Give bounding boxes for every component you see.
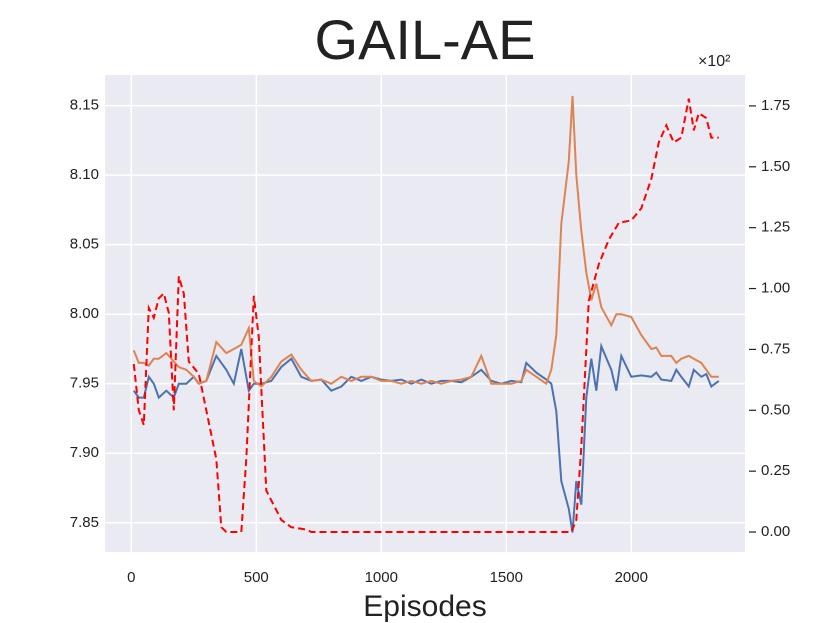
series-line [132, 95, 719, 388]
y2-tick-label: 1.50 [761, 158, 790, 175]
y2-tick-label: 1.00 [761, 280, 790, 297]
y-tick-label: 7.85 [70, 514, 99, 531]
y-tick-label: 8.15 [70, 97, 99, 114]
y2-tick-label: 0.50 [761, 401, 790, 418]
y-tick-label: 8.00 [70, 305, 99, 322]
y-tick-label: 8.10 [70, 166, 99, 183]
x-tick-label: 500 [244, 569, 269, 586]
x-tick-label: 1000 [365, 569, 398, 586]
y2-tick-label: 0.00 [761, 523, 790, 540]
y2-tick-label: 1.25 [761, 219, 790, 236]
y2-tick-label: 0.75 [761, 340, 790, 357]
y-tick-label: 7.95 [70, 375, 99, 392]
y-tick-label: 7.90 [70, 444, 99, 461]
series-line [132, 98, 719, 533]
x-tick-label: 2000 [615, 569, 648, 586]
y-tick-label: 8.05 [70, 236, 99, 253]
x-tick-label: 1500 [490, 569, 523, 586]
y2-tick-label: 0.25 [761, 462, 790, 479]
chart-title: GAIL-AE [315, 8, 536, 71]
y2-offset-label: ×10² [698, 53, 731, 70]
x-axis-label: Episodes [363, 590, 486, 623]
y2-tick-label: 1.75 [761, 97, 790, 114]
x-tick-label: 0 [127, 569, 135, 586]
